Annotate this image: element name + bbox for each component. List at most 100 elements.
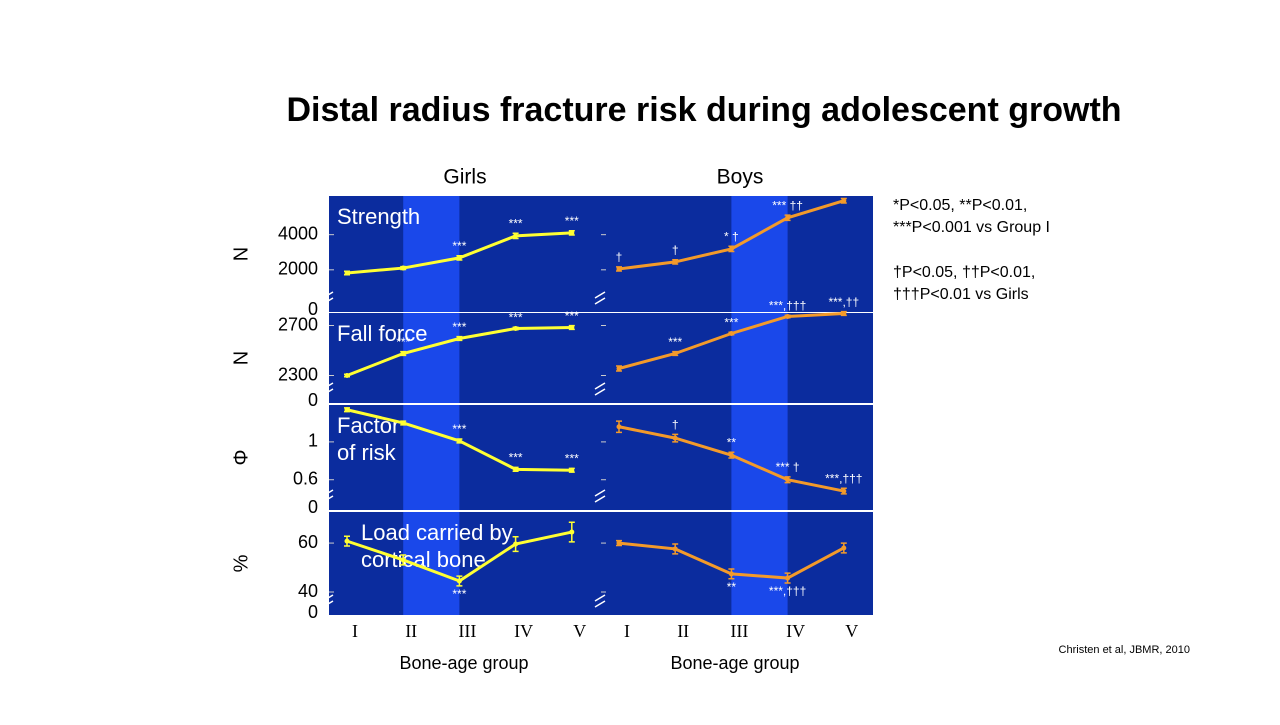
data-point [344,270,350,276]
axis-break [594,382,606,396]
data-point [841,488,847,494]
data-point [456,336,462,341]
significance-label: ***,††† [769,584,806,598]
highlight-band [731,313,788,403]
y-tick-label: 2300 [278,364,318,384]
data-point [728,331,734,336]
axis-break-label: 0 [308,299,318,319]
data-point [513,466,519,472]
data-point [785,215,791,221]
data-point [569,325,575,330]
significance-label: ***,††† [825,182,862,196]
axis-break-label: 0 [308,497,318,517]
axis-break [594,489,606,503]
significance-label: *** [509,216,523,230]
x-tick-label: V [845,621,858,641]
panel-label: of risk [337,440,397,465]
x-tick-label: IV [514,621,533,641]
significance-label: *** [452,422,466,436]
highlight-band [731,405,788,510]
data-point [569,467,575,473]
significance-label: ** [727,435,737,449]
y-tick-label: 2000 [278,259,318,279]
significance-label: *** [509,451,523,465]
x-axis-label: Bone-age group [670,653,799,673]
highlight-band [403,196,460,312]
data-point [785,477,791,483]
significance-label: *** [452,239,466,253]
significance-label: *** [565,214,579,228]
panel-label: Strength [337,204,420,229]
significance-label: *** † [776,460,800,474]
panel [329,405,601,510]
data-point [400,265,406,271]
data-point [785,575,791,581]
significance-label: *** [668,335,682,349]
axis-break [594,594,606,608]
y-axis-label: % [230,554,252,572]
slide-title: Distal radius fracture risk during adole… [286,91,1121,129]
data-point [616,266,622,272]
significance-label: ***,††† [825,471,862,485]
data-point [344,538,350,544]
y-tick-label: 4000 [278,223,318,243]
significance-label: † [672,243,679,257]
significance-label: *** [452,587,466,601]
y-axis-label: N [230,247,252,261]
x-axis-label: Bone-age group [399,653,528,673]
axis-break [322,594,334,608]
y-tick-label: 0.6 [293,468,318,488]
x-tick-label: V [573,621,586,641]
data-point [616,424,622,430]
significance-label: *** [565,309,579,323]
data-point [456,438,462,444]
y-tick-label: 40 [298,581,318,601]
data-point [616,540,622,546]
x-tick-label: IV [786,621,805,641]
highlight-band [403,405,460,510]
data-point [672,259,678,265]
significance-label: ** [727,580,737,594]
data-point [513,233,519,239]
panel-label: Factor [337,413,399,438]
data-point [513,326,519,331]
significance-label: † [672,417,679,431]
highlight-band [403,313,460,403]
significance-label: * † [724,229,739,243]
data-point [569,529,575,535]
significance-label: ***,†† [828,295,859,309]
axis-break-label: 0 [308,390,318,410]
y-axis-label: N [230,351,252,365]
data-point [616,366,622,371]
data-point [785,314,791,319]
footnote: ***P<0.001 vs Group I [893,219,1050,236]
data-point [728,246,734,252]
significance-label: *** [724,315,738,329]
data-point [344,373,350,378]
significance-label: ***,††† [769,298,806,312]
footnote: *P<0.05, **P<0.01, [893,197,1027,214]
highlight-band [731,512,788,615]
axis-break [322,291,334,305]
x-tick-label: I [624,621,630,641]
data-point [672,546,678,552]
data-point [728,571,734,577]
x-tick-label: III [458,621,476,641]
data-point [672,351,678,356]
data-point [400,420,406,426]
significance-label: † [616,250,623,264]
axis-break [594,291,606,305]
data-point [400,557,406,563]
data-point [728,452,734,458]
y-axis-label: Φ [230,450,252,466]
data-point [672,435,678,441]
significance-label: *** [396,335,410,349]
significance-label: *** [452,320,466,334]
data-point [569,230,575,236]
data-point [841,545,847,551]
y-tick-label: 2700 [278,314,318,334]
data-point [456,578,462,584]
highlight-band [731,196,788,312]
column-header: Girls [443,166,486,189]
